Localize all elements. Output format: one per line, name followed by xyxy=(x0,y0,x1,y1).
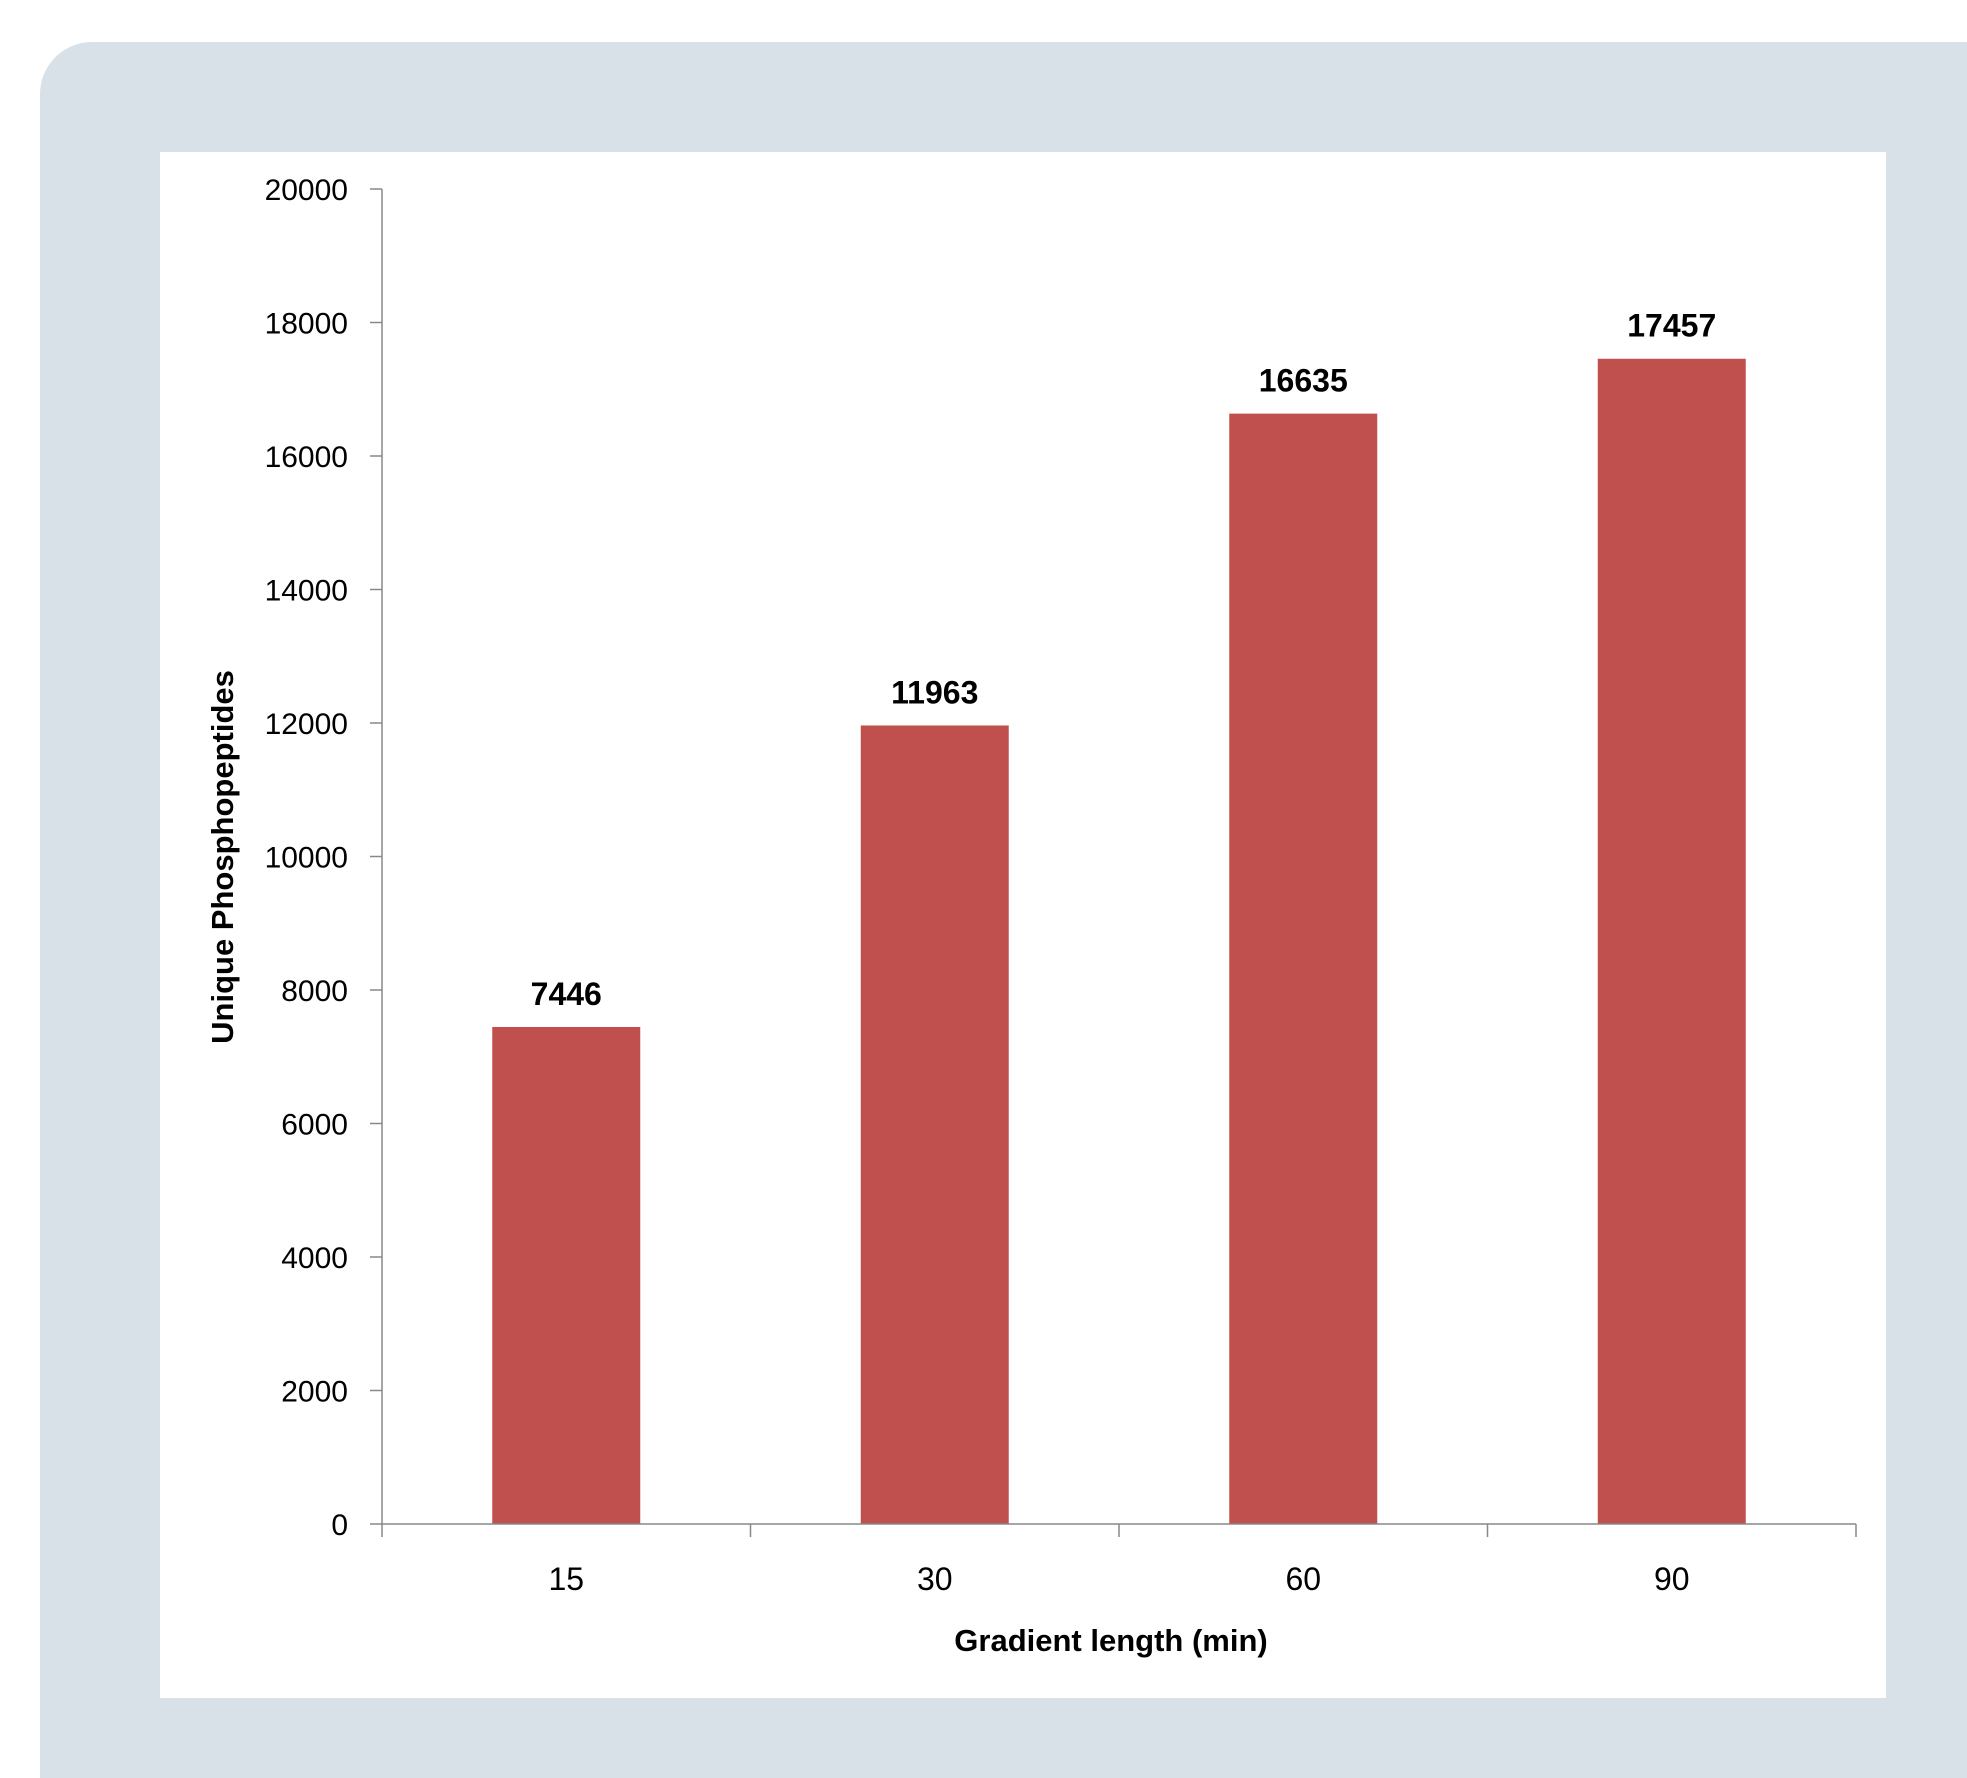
bar-value-label: 17457 xyxy=(1627,308,1716,344)
y-tick-label: 12000 xyxy=(265,708,348,741)
y-tick-label: 0 xyxy=(331,1509,348,1542)
y-tick-label: 14000 xyxy=(265,575,348,608)
bar xyxy=(1229,413,1378,1524)
x-axis-label: Gradient length (min) xyxy=(954,1623,1267,1658)
bar-value-label: 7446 xyxy=(531,976,602,1012)
y-tick-label: 2000 xyxy=(281,1376,348,1409)
bars: 7446 11963 16635 17457 xyxy=(492,308,1746,1524)
y-tick-label: 20000 xyxy=(265,174,348,207)
x-tick-label: 15 xyxy=(548,1561,584,1597)
bar xyxy=(492,1026,641,1524)
y-tick-label: 18000 xyxy=(265,308,348,341)
bar xyxy=(860,725,1009,1524)
y-tick-label: 4000 xyxy=(281,1242,348,1275)
bar-value-label: 16635 xyxy=(1259,363,1348,399)
y-tick-label: 6000 xyxy=(281,1109,348,1142)
x-tick-label: 90 xyxy=(1654,1561,1690,1597)
x-tick-label: 30 xyxy=(917,1561,953,1597)
bar-value-label: 11963 xyxy=(891,674,978,710)
y-tick-label: 16000 xyxy=(265,441,348,474)
x-axis-ticks: 15 30 60 90 xyxy=(381,1524,1857,1597)
y-axis-ticks: 0 2000 4000 6000 8000 10000 12000 14000 16000 180… xyxy=(265,174,382,1542)
y-axis-label: Unique Phosphopeptides xyxy=(205,670,240,1044)
y-tick-label: 8000 xyxy=(281,975,348,1008)
x-tick-label: 60 xyxy=(1285,1561,1321,1597)
y-tick-label: 10000 xyxy=(265,842,348,875)
bar xyxy=(1597,358,1746,1524)
